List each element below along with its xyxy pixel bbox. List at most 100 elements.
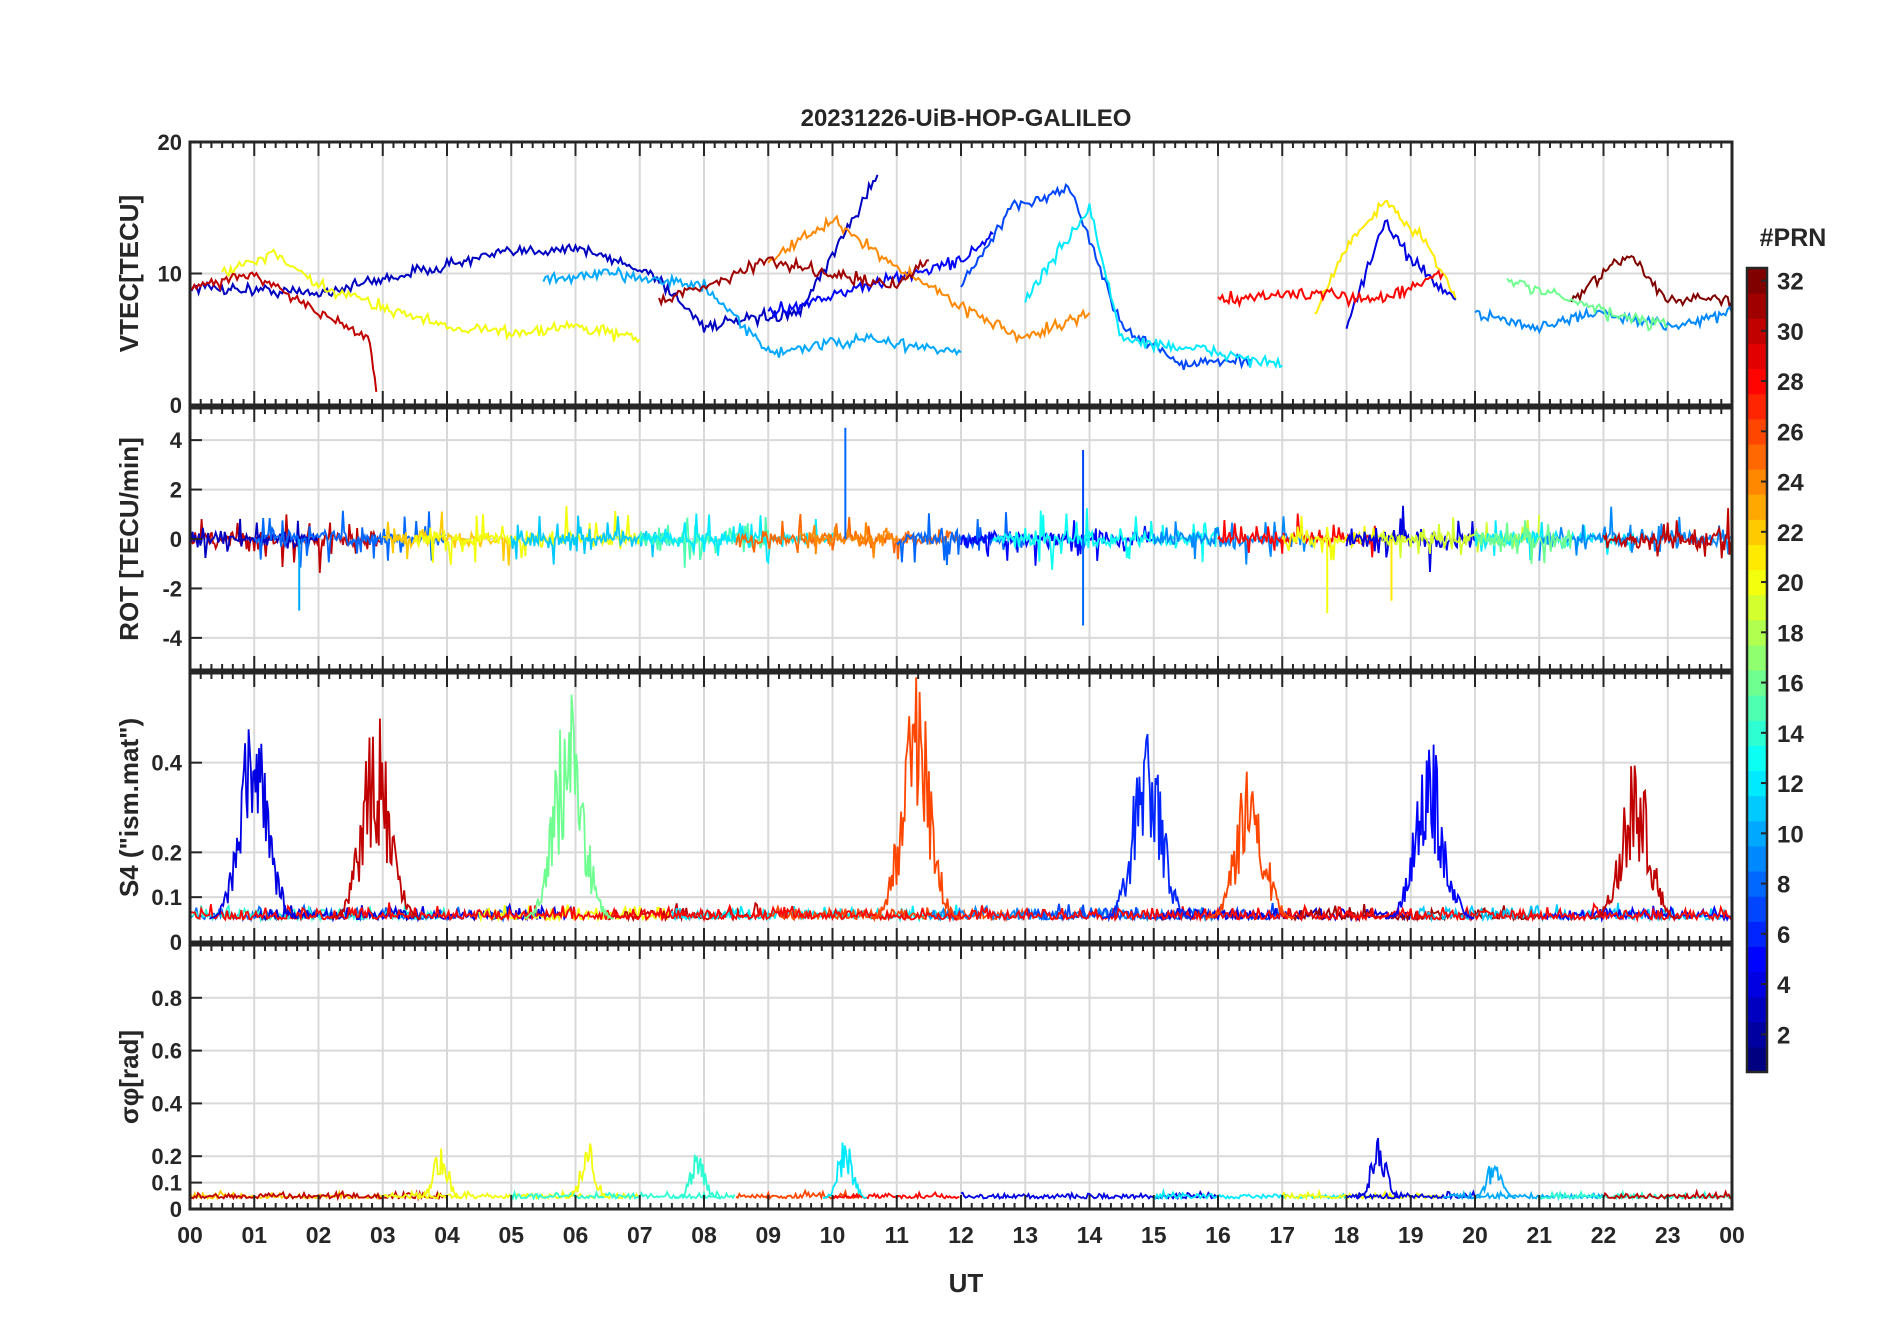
x-tick-label: 00 <box>177 1222 203 1248</box>
panel-rot-data <box>190 427 1732 626</box>
colorbar-swatch-prn-9 <box>1747 845 1767 872</box>
y-tick-label: 0.1 <box>151 885 182 910</box>
colorbar-swatch-prn-24 <box>1747 469 1767 495</box>
colorbar-label: #PRN <box>1760 224 1827 252</box>
sigma_phi-baseline-prn-4 <box>960 1189 1218 1201</box>
y-tick-label: 10 <box>158 262 182 287</box>
vtec-series-prn-3 <box>190 174 879 334</box>
y-tick-label: 0.4 <box>151 751 182 776</box>
y-axis-label: S4 ("ism.mat") <box>114 718 144 897</box>
colorbar-swatch-prn-22 <box>1747 519 1767 545</box>
vtec-series-prn-32 <box>1570 254 1732 309</box>
rot-series-prn-3 <box>190 518 319 559</box>
x-tick-label: 15 <box>1141 1222 1167 1248</box>
sigma_phi-baseline-prn-26 <box>735 1188 864 1201</box>
colorbar-swatch-prn-20 <box>1747 569 1767 596</box>
colorbar-swatch-prn-19 <box>1747 594 1767 621</box>
y-tick-label: -2 <box>162 576 182 601</box>
colorbar-swatch-prn-8 <box>1747 871 1767 897</box>
colorbar-swatch-prn-6 <box>1747 921 1767 947</box>
colorbar-swatch-prn-28 <box>1747 368 1767 395</box>
rot-series-prn-30 <box>1602 508 1732 559</box>
colorbar-tick-label: 14 <box>1777 721 1804 748</box>
colorbar-tick-label: 20 <box>1777 570 1804 597</box>
colorbar-swatch-prn-7 <box>1747 896 1767 922</box>
s4-peak-prn-4 <box>209 729 300 920</box>
y-tick-label: 2 <box>170 478 182 503</box>
colorbar-swatch-prn-27 <box>1747 393 1767 420</box>
x-tick-label: 01 <box>241 1222 267 1248</box>
rot-series-prn-8 <box>896 512 1027 565</box>
s4-peak-prn-6 <box>1101 734 1192 920</box>
colorbar-tick-label: 4 <box>1777 972 1791 999</box>
colorbar-swatch-prn-3 <box>1747 996 1767 1023</box>
vtec-series-prn-30 <box>190 271 378 393</box>
x-tick-label: 10 <box>820 1222 846 1248</box>
x-tick-label: 23 <box>1655 1222 1681 1248</box>
x-tick-label: 13 <box>1012 1222 1038 1248</box>
colorbar-swatch-prn-1 <box>1747 1046 1767 1073</box>
vtec-series-prn-20 <box>221 248 641 344</box>
panel-sigma_phi-data <box>190 1137 1732 1202</box>
colorbar-tick-label: 16 <box>1777 671 1804 698</box>
rot-series-prn-24 <box>799 522 898 559</box>
sigma_phi-peak-prn-4 <box>1355 1137 1401 1199</box>
colorbar-tick-label: 2 <box>1777 1022 1790 1049</box>
y-tick-label: 0.2 <box>151 840 182 865</box>
x-tick-label: 19 <box>1398 1222 1424 1248</box>
panel-vtec-data <box>190 174 1732 393</box>
panel-sigma_phi: 00.10.2 0.4 0.6 0.8 σφ[rad] <box>114 943 1734 1222</box>
sigma_phi-peak-prn-14 <box>674 1154 720 1200</box>
y-tick-label: 20 <box>158 130 182 155</box>
colorbar-swatch-prn-16 <box>1747 670 1767 696</box>
panel-rot: -4 -2 0 2 4 ROT [TECU/min] <box>114 406 1734 672</box>
colorbar-swatch-prn-21 <box>1747 544 1767 571</box>
x-tick-label: 06 <box>563 1222 589 1248</box>
vtec-series-prn-4 <box>1345 219 1457 330</box>
rot-series-prn-22 <box>382 511 513 566</box>
x-tick-label: 11 <box>885 1222 910 1248</box>
colorbar-swatch-prn-12 <box>1747 770 1767 797</box>
colorbar-tick-label: 6 <box>1777 922 1790 949</box>
y-tick-label: 4 <box>170 428 183 453</box>
vtec-series-prn-9 <box>1474 305 1732 335</box>
x-tick-label: 14 <box>1077 1222 1103 1248</box>
x-tick-label: 05 <box>498 1222 524 1248</box>
vtec-series-prn-10 <box>542 265 962 358</box>
colorbar-swatch-prn-25 <box>1747 443 1767 470</box>
colorbar-swatch-prn-14 <box>1747 720 1767 746</box>
vtec-series-prn-5 <box>767 230 994 319</box>
rot-series-prn-13 <box>992 508 1219 570</box>
colorbar-swatch-prn-10 <box>1747 820 1767 847</box>
x-tick-label: 18 <box>1334 1222 1360 1248</box>
x-tick-label: 03 <box>370 1222 396 1248</box>
x-tick-label: 08 <box>691 1222 717 1248</box>
colorbar-tick-label: 18 <box>1777 620 1804 647</box>
colorbar-swatch-prn-30 <box>1747 318 1767 344</box>
colorbar-swatch-prn-32 <box>1747 268 1767 294</box>
y-tick-label: 0.2 <box>151 1144 182 1169</box>
y-tick-label: 0.8 <box>151 986 182 1011</box>
y-axis-label: σφ[rad] <box>114 1030 144 1124</box>
x-tick-label: 09 <box>755 1222 781 1248</box>
vtec-series-prn-21 <box>1314 199 1457 315</box>
s4-baseline-prn-28 <box>190 901 1732 923</box>
x-tick-label: 20 <box>1462 1222 1488 1248</box>
vtec-series-prn-28 <box>1217 269 1444 309</box>
sigma_phi-baseline-prn-14 <box>510 1189 736 1201</box>
y-axis-label: VTEC[TECU] <box>114 195 144 352</box>
colorbar-swatch-prn-29 <box>1747 343 1767 370</box>
vtec-series-prn-12 <box>1024 203 1283 370</box>
x-tick-label: 04 <box>434 1222 460 1248</box>
colorbar-swatch-prn-13 <box>1747 745 1767 772</box>
s4-peak-prn-26 <box>1204 771 1295 920</box>
colorbar-tick-label: 10 <box>1777 821 1804 848</box>
x-tick-label: 21 <box>1526 1222 1552 1248</box>
colorbar-swatch-prn-2 <box>1747 1021 1767 1048</box>
sigma_phi-peak-prn-10 <box>1471 1164 1516 1200</box>
colorbar-swatch-prn-15 <box>1747 695 1767 721</box>
rot-series-prn-12 <box>639 513 834 565</box>
y-tick-label: 0 <box>170 527 182 552</box>
